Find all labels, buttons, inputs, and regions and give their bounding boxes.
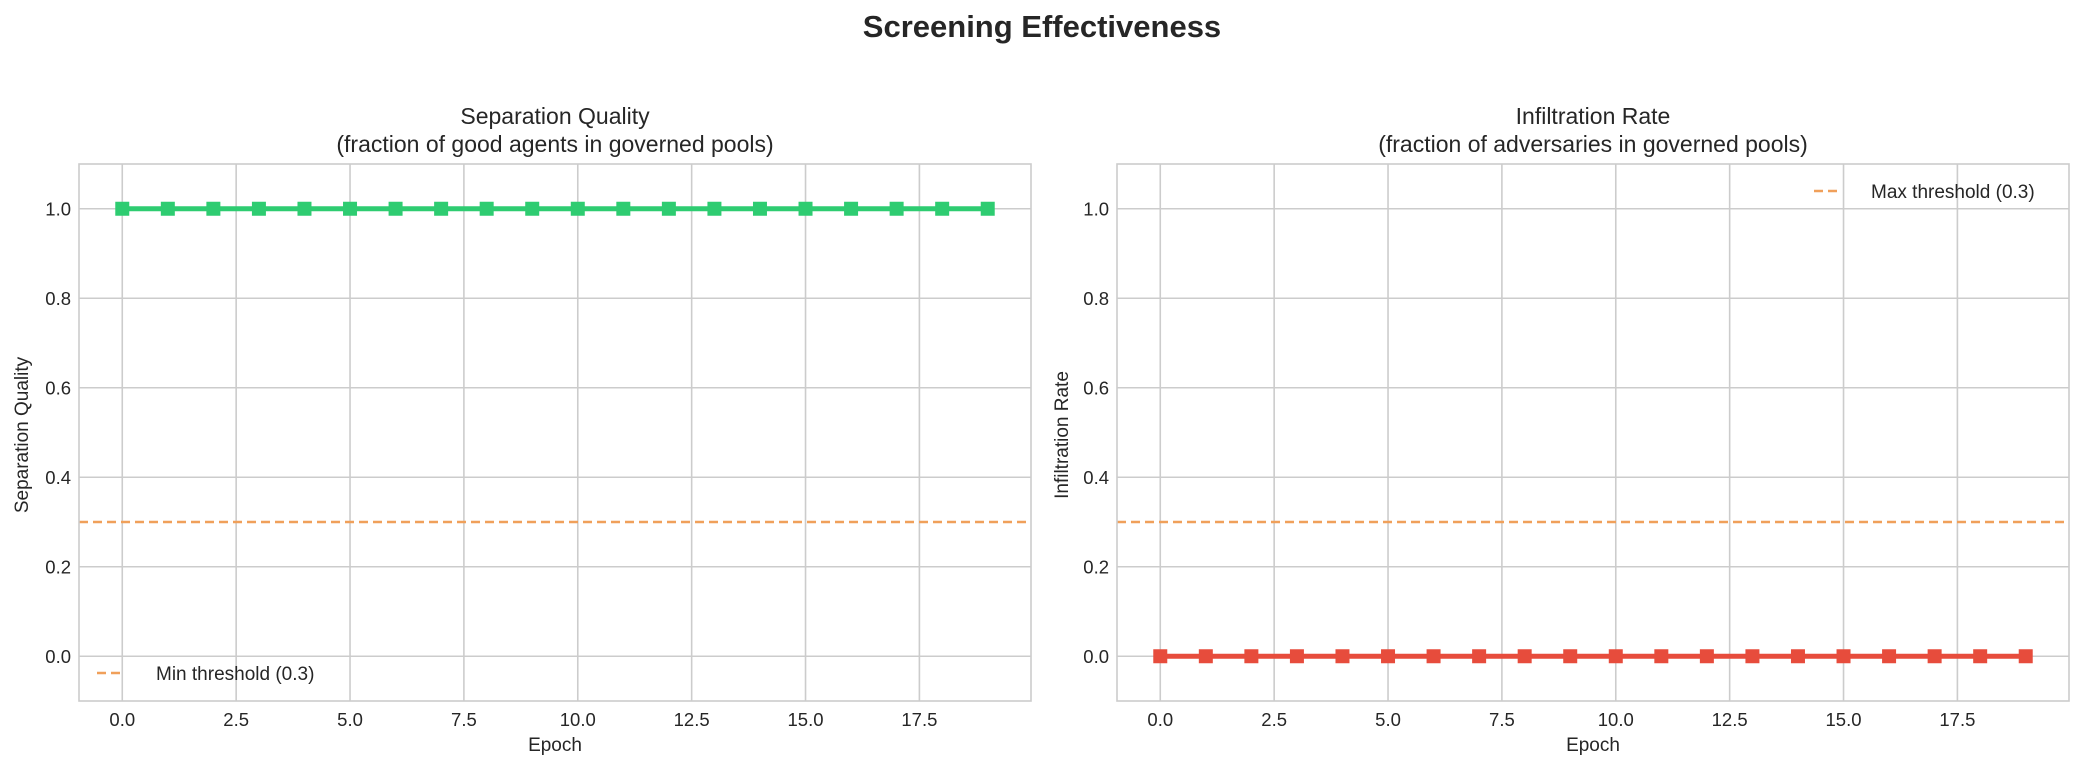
- panel-title-line1: Infiltration Rate: [1516, 103, 1671, 129]
- data-point-marker: [935, 201, 950, 216]
- y-tick-label: 0.2: [1083, 556, 1109, 577]
- x-tick-label: 0.0: [1147, 709, 1173, 730]
- y-tick-label: 0.8: [45, 288, 71, 309]
- x-tick-label: 7.5: [1489, 709, 1515, 730]
- y-tick-label: 0.6: [45, 377, 71, 398]
- x-tick-label: 2.5: [223, 709, 249, 730]
- separation-quality-panel: Separation Quality (fraction of good age…: [12, 103, 1032, 756]
- data-point-marker: [1563, 649, 1578, 664]
- x-tick-label: 17.5: [1939, 709, 1975, 730]
- legend-threshold-label: Min threshold (0.3): [156, 664, 314, 685]
- y-tick-label: 0.0: [1083, 646, 1109, 667]
- x-tick-label: 17.5: [901, 709, 937, 730]
- x-tick-label: 7.5: [451, 709, 477, 730]
- data-point-marker: [844, 201, 859, 216]
- panel-title-line1: Separation Quality: [460, 103, 650, 129]
- data-point-marker: [661, 201, 676, 216]
- data-point-marker: [1836, 649, 1851, 664]
- data-point-marker: [434, 201, 449, 216]
- data-point-marker: [297, 201, 312, 216]
- y-tick-label: 1.0: [1083, 198, 1109, 219]
- data-point-marker: [1289, 649, 1304, 664]
- data-point-marker: [1198, 649, 1213, 664]
- y-axis-label: Separation Quality: [12, 356, 33, 513]
- data-point-marker: [1699, 649, 1714, 664]
- data-point-marker: [616, 201, 631, 216]
- plot-frame: [1116, 163, 2070, 702]
- data-point-marker: [752, 201, 767, 216]
- data-point-marker: [1608, 649, 1623, 664]
- x-tick-label: 15.0: [788, 709, 824, 730]
- panel-title-line2: (fraction of good agents in governed poo…: [336, 131, 773, 157]
- x-tick-label: 12.5: [1712, 709, 1748, 730]
- x-tick-label: 5.0: [337, 709, 363, 730]
- data-point-marker: [798, 201, 813, 216]
- y-tick-label: 0.0: [45, 646, 71, 667]
- x-tick-label: 10.0: [1598, 709, 1634, 730]
- legend: Min threshold (0.3): [97, 664, 314, 685]
- x-axis-label: Epoch: [1566, 735, 1620, 756]
- x-tick-label: 15.0: [1826, 709, 1862, 730]
- data-point-marker: [980, 201, 995, 216]
- x-tick-label: 10.0: [560, 709, 596, 730]
- data-point-marker: [1335, 649, 1350, 664]
- data-point-marker: [1927, 649, 1942, 664]
- data-point-marker: [479, 201, 494, 216]
- data-point-marker: [525, 201, 540, 216]
- data-point-marker: [1244, 649, 1259, 664]
- x-tick-label: 12.5: [674, 709, 710, 730]
- data-point-marker: [1153, 649, 1168, 664]
- data-point-marker: [206, 201, 221, 216]
- data-point-marker: [570, 201, 585, 216]
- data-point-marker: [115, 201, 130, 216]
- data-point-marker: [1790, 649, 1805, 664]
- plot-frame: [78, 163, 1032, 702]
- data-point-marker: [1745, 649, 1760, 664]
- y-tick-label: 0.4: [45, 467, 71, 488]
- y-tick-label: 1.0: [45, 198, 71, 219]
- data-point-marker: [1426, 649, 1441, 664]
- legend-threshold-label: Max threshold (0.3): [1871, 182, 2035, 203]
- data-point-marker: [251, 201, 266, 216]
- y-tick-label: 0.2: [45, 556, 71, 577]
- y-tick-label: 0.6: [1083, 377, 1109, 398]
- panel-title-line2: (fraction of adversaries in governed poo…: [1378, 131, 1808, 157]
- x-tick-label: 0.0: [109, 709, 135, 730]
- infiltration-rate-panel: Infiltration Rate (fraction of adversari…: [1052, 103, 2070, 756]
- data-point-marker: [707, 201, 722, 216]
- y-tick-label: 0.4: [1083, 467, 1109, 488]
- data-point-marker: [1381, 649, 1396, 664]
- data-point-marker: [388, 201, 403, 216]
- data-point-marker: [1472, 649, 1487, 664]
- data-point-marker: [1517, 649, 1532, 664]
- legend: Max threshold (0.3): [1814, 182, 2035, 203]
- data-point-marker: [1882, 649, 1897, 664]
- x-axis-label: Epoch: [528, 735, 582, 756]
- x-tick-label: 2.5: [1261, 709, 1287, 730]
- data-point-marker: [889, 201, 904, 216]
- y-axis-label: Infiltration Rate: [1052, 371, 1073, 499]
- data-point-marker: [1973, 649, 1988, 664]
- data-point-marker: [2018, 649, 2033, 664]
- x-tick-label: 5.0: [1375, 709, 1401, 730]
- figure-title: Screening Effectiveness: [863, 9, 1221, 44]
- data-point-marker: [160, 201, 175, 216]
- y-tick-label: 0.8: [1083, 288, 1109, 309]
- data-point-marker: [343, 201, 358, 216]
- data-point-marker: [1654, 649, 1669, 664]
